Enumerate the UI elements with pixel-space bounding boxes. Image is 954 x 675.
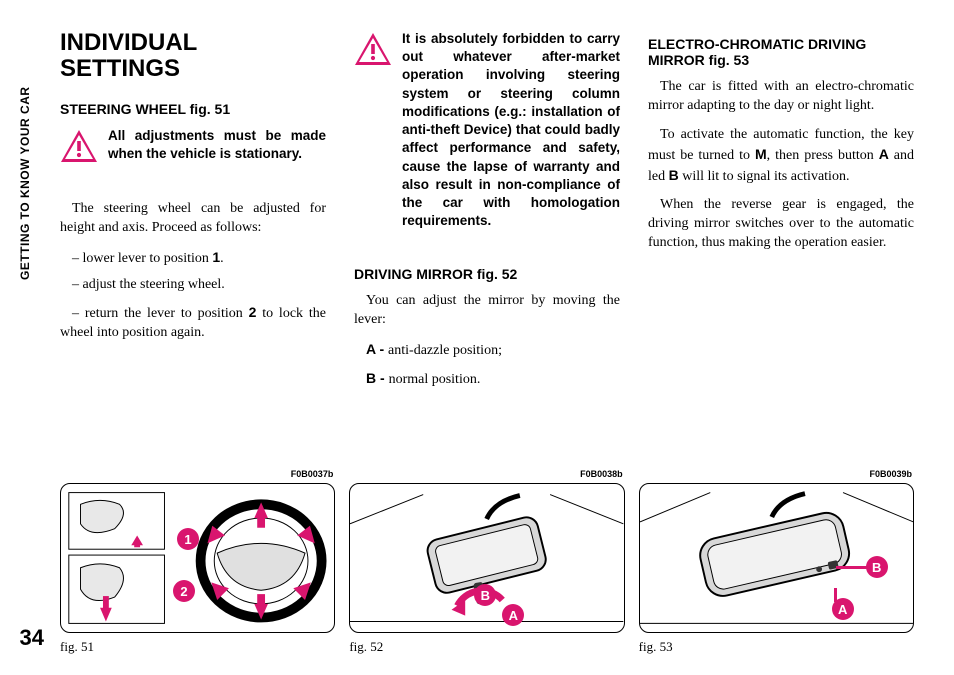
column-2: It is absolutely forbidden to carry out … (354, 30, 620, 430)
page-number: 34 (14, 625, 44, 651)
p2-post: will lit to signal its activation. (679, 169, 850, 184)
figure-51-caption: fig. 51 (60, 639, 335, 655)
electro-p3: When the reverse gear is engaged, the dr… (648, 196, 914, 253)
figure-51-code: F0B0037b (291, 469, 334, 479)
manual-page: GETTING TO KNOW YOUR CAR 34 INDIVIDUAL S… (0, 0, 954, 675)
option-b-text: normal position. (389, 372, 481, 387)
figure-52: F0B0038b (349, 483, 624, 655)
p2-mid: , then press button (767, 148, 879, 163)
figure-53: F0B0039b (639, 483, 914, 655)
step-1-post: . (220, 251, 224, 266)
step-1-pre: – lower lever to position (72, 251, 212, 266)
section-tab: GETTING TO KNOW YOUR CAR (18, 30, 40, 280)
column-1: INDIVIDUAL SETTINGS STEERING WHEEL fig. … (60, 30, 326, 430)
marker-1: 1 (177, 528, 199, 550)
marker-b-line (836, 566, 868, 569)
warning-text-1: All adjustments must be made when the ve… (108, 127, 326, 163)
warning-box-1: All adjustments must be made when the ve… (60, 127, 326, 168)
option-a-text: anti-dazzle position; (388, 343, 502, 358)
figures-row: F0B0037b (60, 483, 914, 655)
option-a-label: A - (366, 341, 388, 357)
figure-52-code: F0B0038b (580, 469, 623, 479)
warning-icon (354, 32, 392, 71)
marker-b-53: B (866, 556, 888, 578)
marker-2: 2 (173, 580, 195, 602)
figure-53-code: F0B0039b (869, 469, 912, 479)
electro-p1: The car is fitted with an electro-chroma… (648, 78, 914, 116)
step-3-pre: – return the lever to position (72, 306, 249, 321)
steering-wheel-heading: STEERING WHEEL fig. 51 (60, 101, 326, 117)
warning-text-2: It is absolutely forbidden to carry out … (402, 30, 620, 230)
p2-key-m: M (755, 146, 767, 162)
page-title: INDIVIDUAL SETTINGS (60, 30, 326, 83)
figure-52-caption: fig. 52 (349, 639, 624, 655)
figure-53-frame: B A (639, 483, 914, 633)
mirror-intro: You can adjust the mirror by moving the … (354, 292, 620, 330)
figure-51-diagram (61, 484, 334, 632)
p2-led-b: B (669, 167, 679, 183)
figure-52-frame: B A (349, 483, 624, 633)
figure-51-frame: 1 2 (60, 483, 335, 633)
warning-box-2: It is absolutely forbidden to carry out … (354, 30, 620, 230)
step-1-num: 1 (212, 249, 220, 265)
title-line-1: INDIVIDUAL (60, 29, 197, 56)
option-b: B - normal position. (354, 369, 620, 390)
option-a: A - anti-dazzle position; (354, 340, 620, 361)
steering-intro: The steering wheel can be adjusted for h… (60, 200, 326, 238)
step-2: – adjust the steering wheel. (60, 276, 326, 295)
warning-icon (60, 129, 98, 168)
title-line-2: SETTINGS (60, 55, 180, 82)
electro-p2: To activate the automatic function, the … (648, 126, 914, 187)
step-3: – return the lever to position 2 to lock… (60, 303, 326, 343)
text-columns: INDIVIDUAL SETTINGS STEERING WHEEL fig. … (60, 30, 914, 430)
p2-button-a: A (879, 146, 889, 162)
step-1: – lower lever to position 1. (60, 248, 326, 269)
option-b-label: B - (366, 370, 389, 386)
column-3: ELECTRO-CHROMATIC DRIVING MIRROR fig. 53… (648, 30, 914, 430)
figure-51: F0B0037b (60, 483, 335, 655)
marker-a-line (834, 588, 837, 602)
figure-53-caption: fig. 53 (639, 639, 914, 655)
electro-mirror-heading: ELECTRO-CHROMATIC DRIVING MIRROR fig. 53 (648, 36, 914, 68)
figure-52-diagram (350, 484, 623, 632)
driving-mirror-heading: DRIVING MIRROR fig. 52 (354, 266, 620, 282)
